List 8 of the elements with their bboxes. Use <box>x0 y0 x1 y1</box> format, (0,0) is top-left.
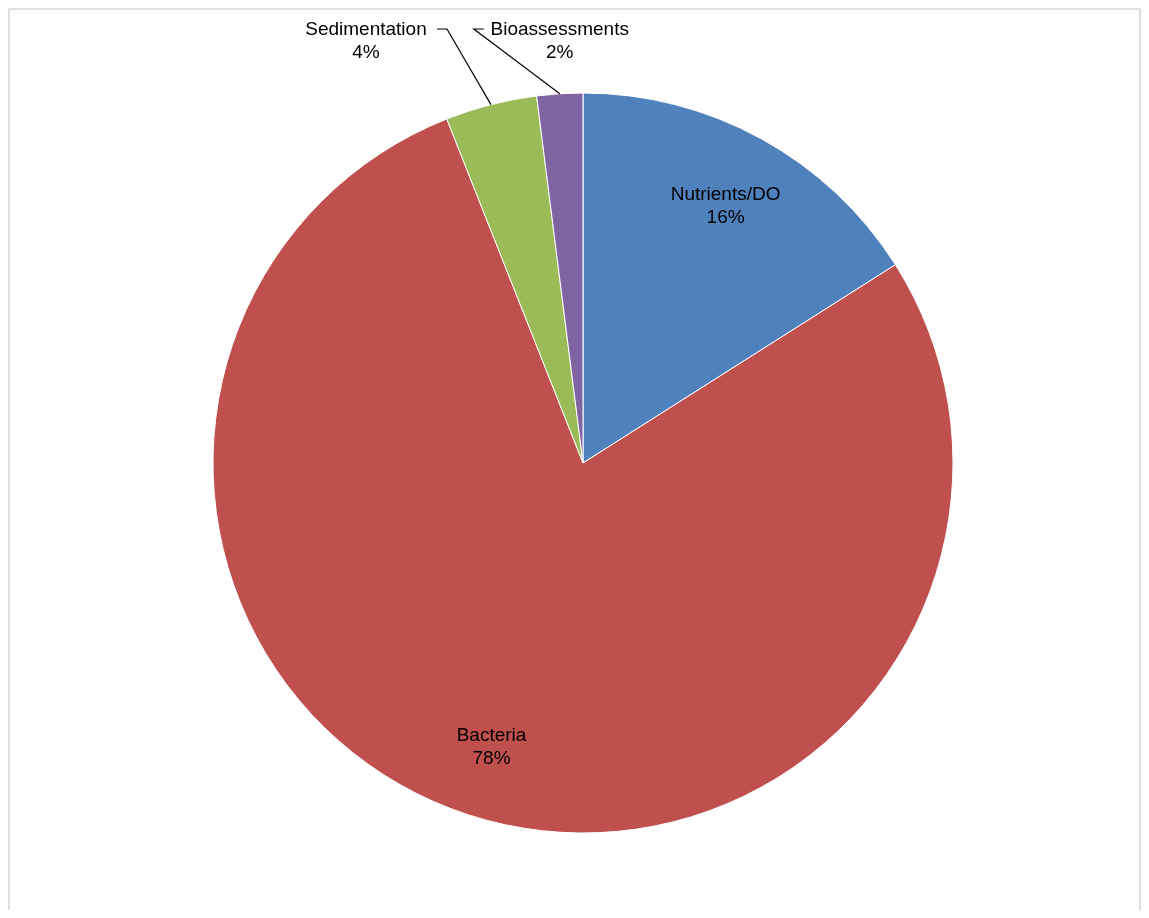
data-label: 4% <box>352 40 380 62</box>
slice-label: Bioassessments <box>490 18 629 39</box>
slice-label: Nutrients/DO <box>670 182 781 204</box>
data-label: 16% <box>706 205 745 227</box>
slice-label: Bacteria <box>456 723 527 745</box>
data-label: 78% <box>472 746 511 768</box>
slice-label: Sedimentation <box>305 18 427 39</box>
data-label: 2% <box>546 40 574 62</box>
